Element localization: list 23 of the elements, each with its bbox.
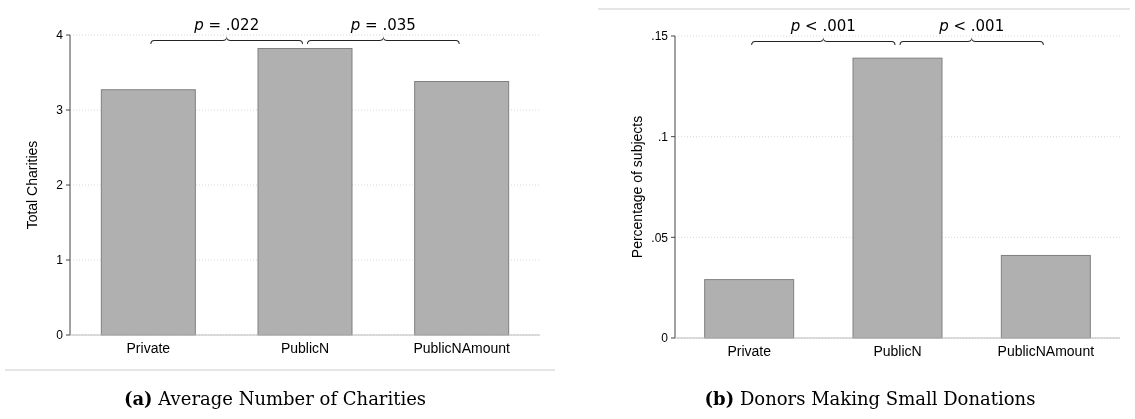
text: (b) Donors Making Small Donations bbox=[704, 388, 1036, 409]
y-tick-label: .05 bbox=[651, 230, 669, 245]
x-tick-label: PublicN bbox=[873, 343, 922, 359]
x-tick-label: PublicNAmount bbox=[997, 343, 1095, 359]
text: p < .001 bbox=[789, 17, 856, 35]
y-tick-label: 4 bbox=[56, 28, 64, 43]
y-tick-label: 0 bbox=[661, 331, 669, 346]
x-tick-label: PublicN bbox=[280, 340, 330, 356]
y-tick-label: 1 bbox=[56, 253, 64, 268]
text: p < .001 bbox=[938, 17, 1005, 35]
y-tick-label: 0 bbox=[56, 328, 64, 343]
text: (a) Average Number of Charities bbox=[123, 388, 427, 409]
y-tick-label: .15 bbox=[651, 29, 669, 44]
x-tick-label: Private bbox=[126, 340, 171, 356]
y-tick-label: .1 bbox=[657, 129, 669, 144]
y-axis-title: Total Charities bbox=[24, 140, 40, 230]
text: p = .022 bbox=[193, 16, 260, 34]
x-tick-label: PublicNAmount bbox=[413, 340, 511, 356]
y-tick-label: 3 bbox=[56, 103, 64, 118]
x-tick-label: Private bbox=[727, 343, 772, 359]
y-tick-label: 2 bbox=[56, 178, 64, 193]
text: p = .035 bbox=[349, 16, 416, 34]
y-axis-title: Percentage of subjects bbox=[629, 115, 645, 259]
